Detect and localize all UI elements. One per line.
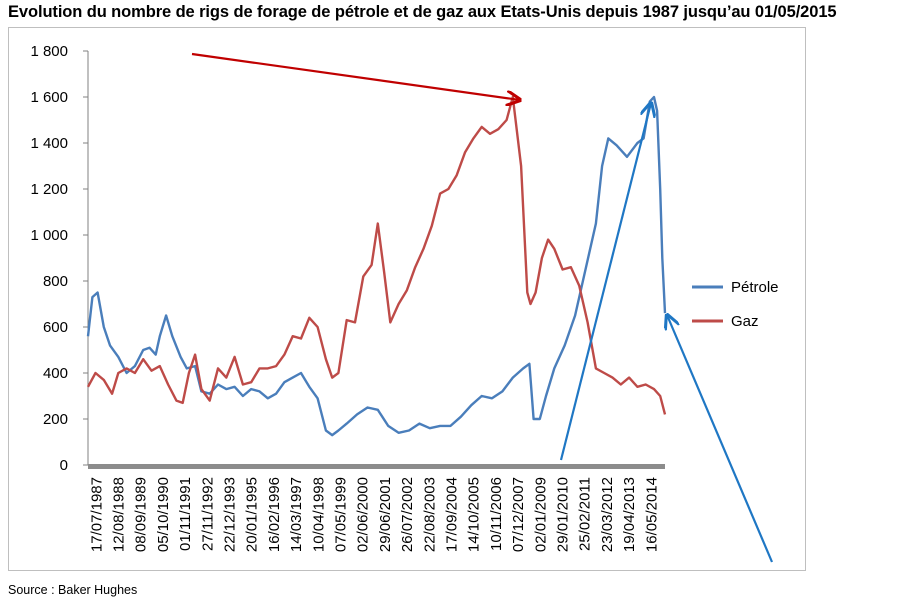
x-tick-label: 17/09/2004 — [443, 477, 460, 552]
y-tick-label: 0 — [60, 457, 68, 474]
x-tick-label: 16/05/2014 — [643, 477, 660, 552]
y-tick-label: 400 — [43, 365, 68, 382]
x-tick-label: 10/04/1998 — [310, 477, 327, 552]
source-note: Source : Baker Hughes — [8, 583, 138, 597]
y-axis: 0 200 400 600 800 1 000 1 200 1 400 1 600 1 800 — [30, 43, 89, 474]
x-tick-label: 22/08/2003 — [421, 477, 438, 552]
x-tick-label: 29/06/2001 — [377, 477, 394, 552]
x-axis-line — [88, 464, 665, 469]
x-tick-label: 01/11/1991 — [177, 477, 194, 551]
x-tick-label: 19/04/2013 — [621, 477, 638, 552]
y-tick-label: 1 200 — [30, 181, 68, 198]
x-tick-label: 08/09/1989 — [133, 477, 150, 552]
x-tick-label: 27/11/1992 — [199, 477, 216, 551]
chart-frame — [8, 27, 806, 571]
x-tick-label: 25/02/2011 — [577, 477, 594, 551]
x-tick-label: 17/07/1987 — [88, 477, 105, 552]
x-tick-label: 12/08/1988 — [110, 477, 127, 552]
x-tick-label: 29/01/2010 — [554, 477, 571, 552]
y-tick-label: 600 — [43, 319, 68, 336]
x-tick-label: 10/11/2006 — [488, 477, 505, 551]
y-tick-label: 800 — [43, 273, 68, 290]
x-tick-label: 05/10/1990 — [155, 477, 172, 552]
x-tick-label: 07/05/1999 — [332, 477, 349, 552]
x-tick-label: 14/10/2005 — [466, 477, 483, 552]
y-tick-label: 1 400 — [30, 135, 68, 152]
series-line-gaz — [86, 95, 667, 415]
blue-arrow-to-oil-drop — [667, 315, 774, 563]
x-tick-label: 02/01/2009 — [532, 477, 549, 552]
x-axis: 17/07/1987 12/08/1988 08/09/1989 05/10/1990… — [88, 464, 665, 552]
page-title: Evolution du nombre de rigs de forage de… — [8, 3, 837, 21]
legend-label: Gaz — [731, 313, 759, 330]
y-tick-label: 200 — [43, 411, 68, 428]
series-group — [86, 95, 667, 437]
x-tick-label: 02/06/2000 — [355, 477, 372, 552]
annotations — [191, 52, 774, 563]
x-tick-label: 07/12/2007 — [510, 477, 527, 552]
series-line-petrole — [86, 95, 667, 437]
blue-arrow-to-oil-peak — [559, 103, 651, 461]
y-tick-label: 1 800 — [30, 43, 68, 60]
x-tick-label: 26/07/2002 — [399, 477, 416, 552]
red-arrow-to-gas-peak — [191, 52, 520, 100]
y-tick-label: 1 600 — [30, 89, 68, 106]
x-tick-label: 23/03/2012 — [599, 477, 616, 552]
y-tick-label: 1 000 — [30, 227, 68, 244]
legend: Pétrole Gaz — [692, 279, 779, 330]
x-tick-label: 22/12/1993 — [221, 477, 238, 552]
x-tick-label: 16/02/1996 — [266, 477, 283, 552]
legend-label: Pétrole — [731, 279, 779, 296]
x-tick-label: 14/03/1997 — [288, 477, 305, 552]
x-tick-label: 20/01/1995 — [244, 477, 261, 552]
